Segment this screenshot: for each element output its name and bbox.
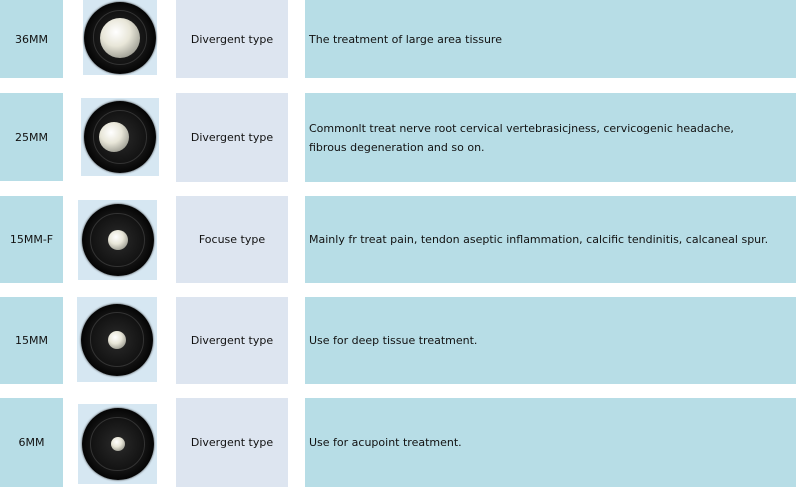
description-cell: Commonlt treat nerve root cervical verte… xyxy=(305,93,796,182)
probe-image xyxy=(83,0,157,75)
probe-image xyxy=(77,297,157,382)
description-text: Commonlt treat nerve root cervical verte… xyxy=(309,122,734,154)
probe-25mm-icon xyxy=(84,101,156,173)
description-text: Use for acupoint treatment. xyxy=(309,436,462,449)
description-text: Mainly fr treat pain, tendon aseptic inf… xyxy=(309,233,769,246)
size-label: 15MM xyxy=(15,334,48,347)
probe-image xyxy=(78,200,157,280)
probe-36mm-icon xyxy=(84,1,156,74)
type-label: Divergent type xyxy=(190,334,274,347)
description-cell: Mainly fr treat pain, tendon aseptic inf… xyxy=(305,196,796,283)
size-cell: 15MM-F xyxy=(0,196,63,283)
size-label: 6MM xyxy=(18,436,45,449)
probe-image xyxy=(81,98,159,176)
size-label: 25MM xyxy=(15,130,48,144)
type-cell: Focuse type xyxy=(176,196,288,283)
probe-image xyxy=(78,404,157,484)
type-cell: Divergent type xyxy=(176,93,288,182)
size-label: 15MM-F xyxy=(9,233,54,246)
type-cell: Divergent type xyxy=(176,398,288,487)
type-label: Divergent type xyxy=(190,32,274,46)
type-label: Divergent type xyxy=(190,436,274,449)
description-cell: The treatment of large area tissure xyxy=(305,0,796,78)
description-cell: Use for deep tissue treatment. xyxy=(305,297,796,384)
size-cell: 6MM xyxy=(0,398,63,487)
type-label: Focuse type xyxy=(198,233,266,246)
probe-15mm-f-icon xyxy=(81,204,154,276)
description-text: Use for deep tissue treatment. xyxy=(309,334,478,347)
size-cell: 25MM xyxy=(0,93,63,181)
type-label: Divergent type xyxy=(190,131,274,144)
type-cell: Divergent type xyxy=(176,297,288,384)
size-cell: 36MM xyxy=(0,0,63,78)
description-text: The treatment of large area tissure xyxy=(309,32,502,46)
size-cell: 15MM xyxy=(0,297,63,384)
description-cell: Use for acupoint treatment. xyxy=(305,398,796,487)
type-cell: Divergent type xyxy=(176,0,288,78)
probe-15mm-icon xyxy=(81,303,153,376)
probe-6mm-icon xyxy=(81,408,154,480)
size-label: 36MM xyxy=(15,32,48,46)
